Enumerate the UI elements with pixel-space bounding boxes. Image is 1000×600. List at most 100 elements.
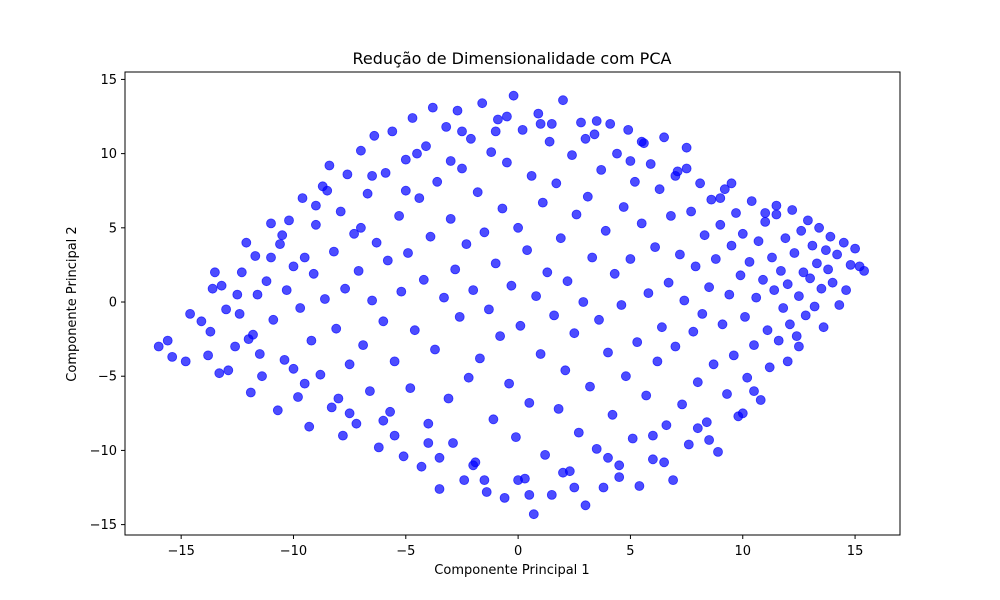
scatter-point (576, 117, 586, 128)
scatter-point (203, 350, 214, 361)
y-axis-label: Componente Principal 2 (65, 226, 80, 381)
scatter-point (416, 461, 427, 472)
scatter-point (670, 170, 681, 181)
scatter-point (751, 292, 762, 303)
x-tick-label: −5 (396, 544, 415, 559)
scatter-point (589, 129, 600, 140)
scatter-point (749, 340, 759, 351)
scatter-point (497, 203, 508, 214)
scatter-point (710, 254, 721, 264)
scatter-point (645, 159, 656, 169)
chart-title: Redução de Dimensionalidade com PCA (353, 49, 672, 68)
scatter-point (461, 239, 472, 250)
scatter-point (612, 148, 622, 159)
scatter-point (513, 222, 523, 233)
scatter-point (701, 417, 712, 428)
scatter-point (344, 359, 355, 370)
scatter-point (719, 184, 730, 195)
plot-background (125, 72, 900, 535)
scatter-point (216, 280, 227, 291)
scatter-point (681, 142, 692, 153)
scatter-point (794, 291, 804, 302)
scatter-point (654, 184, 665, 195)
scatter-point (308, 268, 319, 279)
scatter-point (526, 170, 537, 181)
scatter-point (800, 310, 811, 321)
scatter-point (371, 237, 382, 248)
scatter-point (241, 237, 252, 248)
scatter-point (450, 264, 461, 275)
scatter-point (364, 386, 375, 397)
scatter-point (569, 328, 580, 339)
scatter-point (803, 215, 813, 226)
scatter-point (661, 420, 672, 431)
scatter-point (322, 185, 333, 196)
scatter-point (737, 228, 748, 239)
scatter-point (486, 147, 497, 158)
scatter-point (663, 277, 674, 288)
scatter-point (434, 484, 445, 494)
scatter-point (351, 418, 362, 429)
y-tick-label: −15 (90, 518, 117, 533)
scatter-point (753, 236, 764, 247)
scatter-point (838, 237, 849, 248)
scatter-point (223, 365, 234, 376)
scatter-point (400, 154, 411, 165)
scatter-point (546, 489, 557, 500)
data-points (153, 90, 869, 520)
scatter-point (742, 372, 753, 383)
scatter-point (310, 219, 321, 230)
scatter-point (266, 218, 276, 229)
scatter-point (373, 442, 384, 453)
scatter-point (279, 354, 290, 365)
scatter-point (805, 273, 815, 284)
plot-frame (124, 71, 901, 536)
scatter-point (403, 248, 413, 258)
scatter-point (257, 371, 267, 382)
scatter-point (659, 457, 669, 468)
scatter-point (425, 231, 436, 242)
scatter-point (252, 289, 263, 300)
scatter-point (722, 389, 732, 399)
scatter-point (809, 301, 820, 312)
scatter-point (587, 252, 598, 263)
scatter-point (501, 157, 512, 168)
scatter-point (511, 432, 521, 443)
scatter-point (304, 421, 315, 432)
scatter-point (528, 509, 539, 520)
scatter-point (580, 133, 591, 144)
scatter-point (409, 325, 420, 336)
scatter-point (457, 126, 467, 137)
scatter-point (715, 219, 726, 230)
scatter-point (616, 300, 627, 310)
scatter-point (389, 356, 400, 367)
scatter-point (495, 331, 506, 342)
scatter-point (293, 392, 303, 402)
scatter-point (787, 205, 798, 215)
scatter-point (492, 114, 503, 125)
scatter-point (344, 408, 355, 419)
scatter-point (791, 331, 802, 342)
scatter-point (394, 210, 405, 221)
scatter-point (546, 119, 557, 129)
scatter-point (396, 286, 407, 297)
scatter-point (167, 351, 178, 362)
scatter-point (560, 365, 571, 376)
scatter-point (288, 363, 299, 374)
scatter-point (535, 349, 546, 359)
scatter-point (261, 276, 272, 287)
scatter-point (603, 452, 613, 463)
scatter-point (859, 265, 869, 276)
scatter-point (277, 230, 288, 241)
scatter-point (699, 230, 710, 241)
plot-area (124, 71, 901, 536)
scatter-point (692, 377, 703, 388)
scatter-point (281, 285, 292, 296)
scatter-point (821, 245, 831, 256)
scatter-point (400, 185, 411, 196)
scatter-point (737, 408, 748, 419)
scatter-point (850, 243, 860, 254)
scatter-point (544, 136, 555, 147)
scatter-point (333, 393, 344, 404)
scatter-point (367, 170, 378, 181)
